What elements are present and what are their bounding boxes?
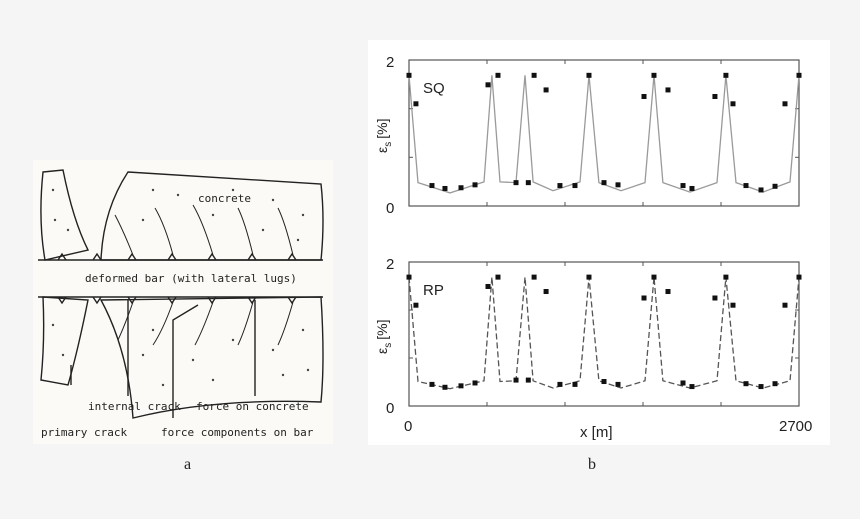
plot-frame [408,261,800,407]
data-point-marker [525,180,531,186]
data-point-marker [651,72,657,78]
chart-panel-b: 2 0 εs[%] SQ 2 0 εs[%] RP 0 2700 x [m] [368,40,830,445]
data-point-marker [601,379,607,385]
data-point-marker [680,380,686,386]
x-tick-label-0: 0 [404,418,412,435]
data-point-marker [665,87,671,93]
data-point-marker [495,274,501,280]
data-point-marker [413,101,419,107]
panel-label: SQ [423,80,445,97]
strain-charts: 2 0 εs[%] SQ 2 0 εs[%] RP 0 2700 x [m] [374,54,812,441]
data-point-marker [743,381,749,387]
caption-b: b [588,456,596,473]
data-point-marker [531,72,537,78]
label-force-components: force components on bar [161,426,314,439]
label-concrete: concrete [198,192,251,205]
force-components-pointer [172,304,199,418]
data-point-marker [730,302,736,308]
data-point-marker [442,384,448,390]
data-point-marker [615,381,621,387]
concrete-left-top-shape [40,169,90,261]
data-point-marker [796,72,802,78]
data-point-marker [442,185,448,191]
data-point-marker [712,94,718,99]
model-line [408,277,800,390]
data-point-marker [485,82,491,88]
data-point-marker [772,381,778,387]
data-point-marker [525,377,531,383]
data-point-marker [513,377,519,383]
data-point-marker [665,289,671,295]
data-point-marker [572,183,578,189]
data-point-marker [586,72,592,78]
data-point-marker [758,187,764,193]
data-point-marker [651,274,657,280]
data-point-marker [543,87,549,93]
caption-a: a [184,456,192,473]
data-point-marker [641,94,647,99]
diagram-panel-a: concrete deformed bar (with lateral lugs… [33,160,333,444]
data-point-marker [472,380,478,386]
data-point-marker [615,182,621,188]
panel-label: RP [423,282,444,299]
data-point-marker [495,72,501,78]
label-primary-crack: primary crack [41,426,127,439]
data-point-marker [472,182,478,188]
data-point-marker [406,274,412,280]
label-deformed-bar: deformed bar (with lateral lugs) [85,272,297,285]
concrete-right-top-shape [100,171,324,261]
plot-frame [408,59,800,207]
y-tick-label-2: 2 [386,256,394,273]
data-point-marker [513,180,519,186]
data-point-marker [572,381,578,387]
data-point-marker [743,183,749,189]
label-force-on-concrete: force on concrete [196,400,309,413]
x-tick-label-2700: 2700 [779,418,812,435]
data-point-marker [730,101,736,107]
data-point-marker [543,289,549,295]
x-axis-label: x [m] [580,424,613,441]
y-tick-label-0: 0 [386,400,394,417]
data-point-marker [641,295,647,301]
y-tick-label-0: 0 [386,200,394,217]
data-point-marker [796,274,802,280]
data-point-marker [557,183,563,189]
data-point-marker [429,381,435,387]
y-axis-label: εs[%] [374,119,394,153]
data-point-marker [680,183,686,189]
data-point-marker [772,183,778,189]
data-point-marker [485,283,491,289]
label-internal-crack: internal crack [88,400,181,413]
data-point-marker [429,183,435,189]
data-point-marker [689,384,695,390]
chart-rp: 2 0 εs[%] RP 0 2700 x [m] [374,256,812,441]
data-point-marker [723,274,729,280]
aggregate-dots [51,188,310,387]
y-axis-label: εs[%] [374,320,394,354]
data-point-marker [458,185,464,191]
data-point-marker [458,383,464,389]
y-tick-label-2: 2 [386,54,394,71]
model-line [408,75,800,194]
data-point-marker [758,384,764,390]
data-point-marker [557,381,563,387]
data-point-marker [712,295,718,301]
data-point-marker [413,302,419,308]
bar-concrete-diagram: concrete deformed bar (with lateral lugs… [38,169,324,439]
data-point-marker [586,274,592,280]
data-point-marker [689,185,695,191]
data-point-marker [531,274,537,280]
data-point-marker [406,72,412,78]
data-point-marker [601,180,607,186]
chart-sq: 2 0 εs[%] SQ [374,54,802,217]
data-point-marker [782,302,788,308]
data-point-marker [782,101,788,107]
data-point-marker [723,72,729,78]
